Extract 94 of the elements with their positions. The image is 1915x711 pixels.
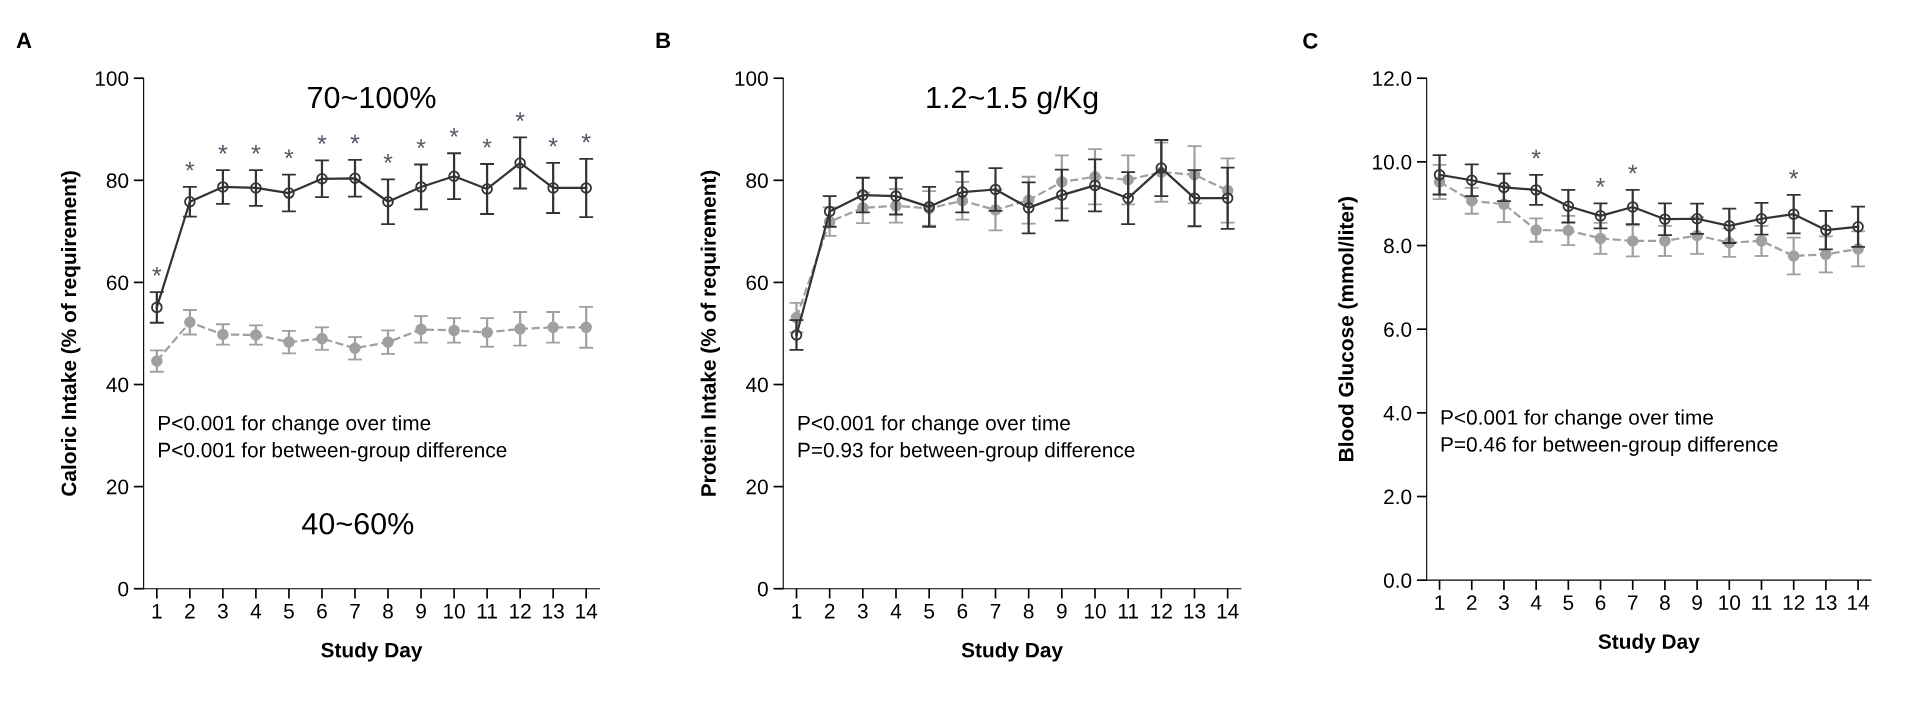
x-tick-label: 12 xyxy=(1151,603,1172,619)
x-tick-label: 14 xyxy=(1848,595,1870,610)
annotation: * xyxy=(185,161,195,171)
y-tick-label: 10.0 xyxy=(1373,154,1412,170)
annotation: * xyxy=(251,144,261,154)
x-tick-label: 7 xyxy=(350,604,360,619)
x-tick-label: 12 xyxy=(510,603,531,619)
x-tick-label: 7 xyxy=(990,604,1001,619)
annotation: P<0.001 for change over time P=0.93 for between-group difference xyxy=(798,415,1135,462)
annotation: * xyxy=(350,134,360,144)
y-axis-title: Blood Glucose (mmol/liter) xyxy=(1338,197,1358,461)
annotation: 1.2~1.5 g/Kg xyxy=(927,85,1098,115)
y-tick-label: 2.0 xyxy=(1384,489,1412,505)
x-tick-label: 5 xyxy=(283,604,294,619)
annotation: * xyxy=(284,149,294,159)
y-tick-label: 4.0 xyxy=(1383,405,1412,421)
y-tick-label: 0 xyxy=(757,581,768,597)
annotation: 40~60% xyxy=(302,512,414,535)
x-tick-label: 14 xyxy=(576,604,598,619)
x-axis-title: Study Day xyxy=(1598,633,1700,654)
x-tick-label: 1 xyxy=(152,604,162,619)
y-axis-title: Protein Intake (% of requirement) xyxy=(700,170,721,496)
x-tick-label: 6 xyxy=(1595,595,1606,611)
x-tick-label: 13 xyxy=(1815,595,1837,611)
x-tick-label: 12 xyxy=(1783,595,1805,610)
annotation: * xyxy=(515,112,525,122)
y-tick-label: 20 xyxy=(106,479,129,495)
annotation: * xyxy=(482,138,492,148)
annotation: * xyxy=(317,135,327,145)
x-tick-label: 2 xyxy=(185,603,195,619)
x-tick-label: 4 xyxy=(890,604,902,619)
x-tick-label: 10 xyxy=(1719,595,1741,611)
x-tick-label: 10 xyxy=(1084,603,1106,619)
y-tick-label: 8.0 xyxy=(1384,238,1412,254)
annotation: * xyxy=(218,144,228,154)
x-tick-label: 13 xyxy=(543,603,564,619)
chart-title: B xyxy=(656,32,671,49)
x-tick-label: 9 xyxy=(416,603,426,619)
x-tick-label: 8 xyxy=(383,603,393,619)
x-tick-label: 14 xyxy=(1217,604,1239,619)
y-tick-label: 0.0 xyxy=(1383,573,1412,588)
x-axis-title: Study Day xyxy=(321,642,423,662)
y-axis-title: Caloric Intake (% of requirement) xyxy=(60,171,81,496)
x-tick-label: 3 xyxy=(1498,595,1509,611)
x-tick-label: 2 xyxy=(1467,595,1477,610)
x-tick-label: 11 xyxy=(1118,604,1138,619)
annotation: * xyxy=(383,154,393,163)
y-tick-label: 6.0 xyxy=(1384,322,1412,337)
annotation: * xyxy=(449,128,459,137)
x-tick-label: 8 xyxy=(1023,603,1034,619)
annotation: 70~100% xyxy=(308,86,436,109)
x-axis-title: Study Day xyxy=(961,642,1063,662)
y-tick-label: 20 xyxy=(746,479,768,495)
annotation: * xyxy=(1596,178,1605,187)
x-tick-label: 6 xyxy=(317,603,327,619)
annotation: * xyxy=(581,133,591,143)
y-tick-label: 0 xyxy=(118,581,129,597)
y-tick-label: 60 xyxy=(106,275,129,291)
x-tick-label: 13 xyxy=(1184,603,1206,619)
annotation: * xyxy=(548,137,558,147)
x-tick-label: 2 xyxy=(824,603,835,619)
y-tick-label: 100 xyxy=(735,71,768,86)
x-tick-label: 1 xyxy=(792,604,802,619)
chart-title: A xyxy=(16,32,32,49)
y-tick-label: 12.0 xyxy=(1373,71,1412,86)
x-tick-label: 9 xyxy=(1057,603,1067,619)
annotation: * xyxy=(416,139,426,149)
annotation: * xyxy=(152,266,162,276)
x-tick-label: 3 xyxy=(217,603,228,619)
y-tick-label: 80 xyxy=(746,173,768,189)
annotation: * xyxy=(1531,149,1541,159)
x-tick-label: 4 xyxy=(250,604,262,619)
x-tick-label: 5 xyxy=(1563,595,1574,611)
y-tick-label: 40 xyxy=(106,377,129,393)
annotation: * xyxy=(1628,164,1638,174)
x-tick-label: 6 xyxy=(957,603,968,619)
x-tick-label: 9 xyxy=(1692,595,1702,611)
x-tick-label: 11 xyxy=(1752,595,1772,610)
x-tick-label: 1 xyxy=(1435,595,1445,610)
y-tick-label: 80 xyxy=(106,173,129,189)
chart-title: C xyxy=(1303,32,1318,49)
x-tick-label: 10 xyxy=(444,603,465,619)
x-tick-label: 11 xyxy=(477,604,497,619)
annotation: P<0.001 for change over time P=0.46 for between-group difference xyxy=(1441,409,1778,456)
x-tick-label: 3 xyxy=(857,603,868,619)
x-tick-label: 5 xyxy=(924,604,935,619)
x-tick-label: 4 xyxy=(1530,595,1542,610)
x-tick-label: 8 xyxy=(1660,595,1670,611)
y-tick-label: 40 xyxy=(745,377,768,393)
x-tick-label: 7 xyxy=(1627,595,1638,610)
y-tick-label: 60 xyxy=(746,275,768,291)
y-tick-label: 100 xyxy=(95,71,129,86)
annotation: * xyxy=(1789,169,1799,179)
annotation: P<0.001 for change over time P<0.001 for between-group difference xyxy=(159,415,507,462)
